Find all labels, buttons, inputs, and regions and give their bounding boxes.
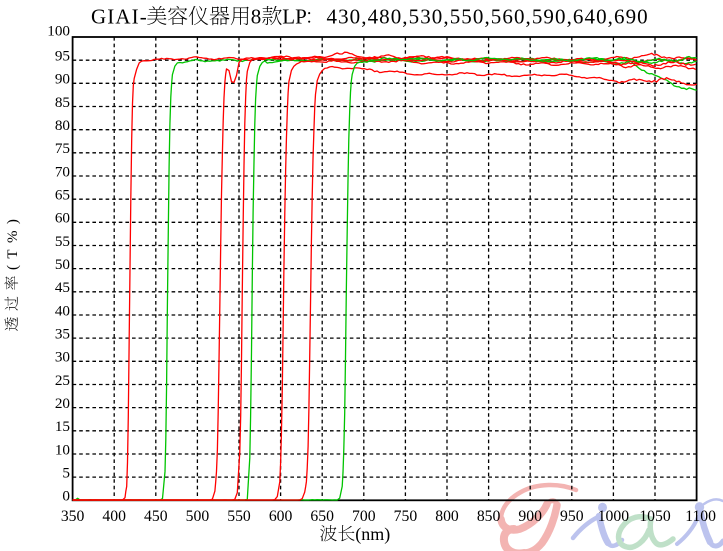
svg-text:20: 20 <box>55 395 71 412</box>
svg-text:950: 950 <box>560 508 584 525</box>
svg-text:550: 550 <box>227 508 251 525</box>
svg-text:LP: LP <box>282 5 307 29</box>
svg-text:900: 900 <box>518 508 542 525</box>
svg-text:75: 75 <box>55 140 70 157</box>
svg-text:500: 500 <box>186 508 210 525</box>
svg-text:30: 30 <box>55 349 71 366</box>
svg-text:40: 40 <box>55 302 71 319</box>
svg-text:70: 70 <box>55 163 71 180</box>
svg-text:450: 450 <box>144 508 168 525</box>
svg-text:25: 25 <box>55 372 70 389</box>
svg-text:1050: 1050 <box>639 508 671 525</box>
svg-text:95: 95 <box>55 48 70 65</box>
svg-text:(nm): (nm) <box>355 524 390 545</box>
svg-text:80: 80 <box>55 117 71 134</box>
svg-text:1100: 1100 <box>685 508 716 525</box>
svg-text:60: 60 <box>55 210 71 227</box>
svg-text:(T%): (T%) <box>5 213 21 270</box>
svg-text:50: 50 <box>55 256 71 273</box>
svg-text:430,480,530,550,560,590,640,69: 430,480,530,550,560,590,640,690 <box>327 5 649 29</box>
svg-text:700: 700 <box>352 508 376 525</box>
svg-text:850: 850 <box>477 508 501 525</box>
svg-text:GIAI-: GIAI- <box>91 5 148 29</box>
svg-text:100: 100 <box>47 23 70 40</box>
svg-text:800: 800 <box>435 508 459 525</box>
svg-text:65: 65 <box>55 187 70 204</box>
svg-text:1000: 1000 <box>598 508 630 525</box>
svg-text:90: 90 <box>55 71 71 88</box>
svg-text:8: 8 <box>251 5 261 29</box>
svg-text:85: 85 <box>55 94 70 111</box>
svg-text:10: 10 <box>55 441 71 458</box>
svg-text:55: 55 <box>55 233 70 250</box>
svg-text:5: 5 <box>62 464 70 481</box>
svg-text:35: 35 <box>55 325 70 342</box>
svg-text:650: 650 <box>310 508 334 525</box>
svg-text:600: 600 <box>269 508 293 525</box>
svg-text:350: 350 <box>61 508 85 525</box>
svg-text:45: 45 <box>55 279 70 296</box>
svg-text:750: 750 <box>394 508 418 525</box>
svg-text:0: 0 <box>62 488 70 505</box>
svg-text:400: 400 <box>102 508 126 525</box>
svg-text:15: 15 <box>55 418 70 435</box>
